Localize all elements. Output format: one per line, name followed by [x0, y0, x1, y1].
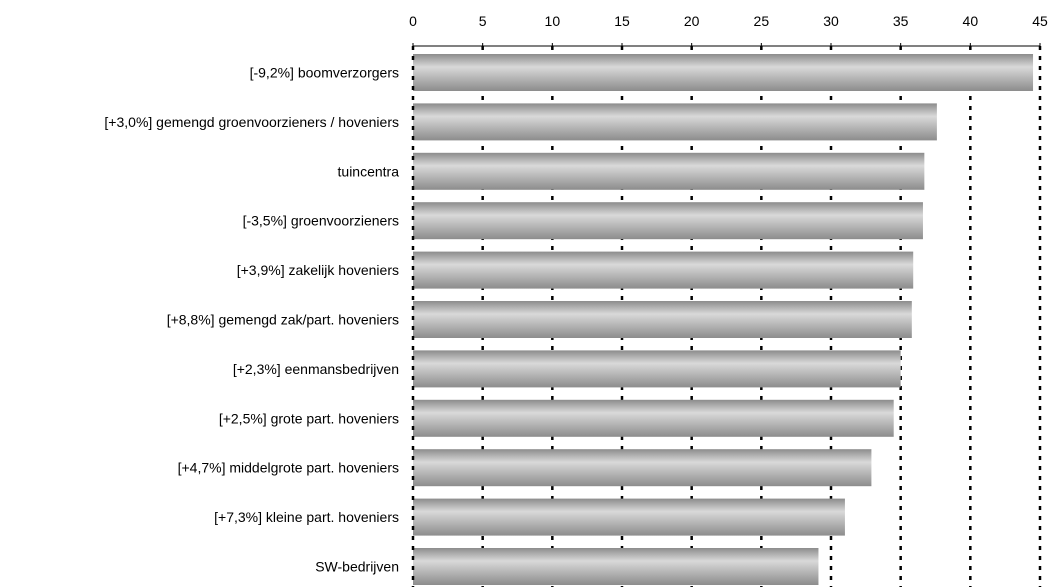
category-label-7: [+2,5%] grote part. hoveniers [219, 410, 399, 426]
x-tick-label-4: 20 [684, 13, 700, 29]
category-labels: [-9,2%] boomverzorgers [+3,0%] gemengd gr… [104, 65, 399, 575]
x-tick-label-5: 25 [754, 13, 770, 29]
category-label-8: [+4,7%] middelgrote part. hoveniers [178, 460, 399, 476]
bar-1 [413, 103, 937, 141]
bar-9 [413, 498, 845, 536]
category-label-2: tuincentra [338, 163, 400, 179]
category-label-9: [+7,3%] kleine part. hoveniers [214, 509, 399, 525]
bar-4 [413, 251, 914, 289]
bar-3 [413, 202, 923, 240]
bar-6 [413, 350, 901, 388]
x-tick-label-7: 35 [893, 13, 909, 29]
bar-8 [413, 449, 872, 487]
category-label-6: [+2,3%] eenmansbedrijven [233, 361, 399, 377]
category-label-3: [-3,5%] groenvoorzieners [243, 213, 399, 229]
category-label-5: [+8,8%] gemengd zak/part. hoveniers [167, 312, 399, 328]
bar-0 [413, 54, 1034, 91]
bars [413, 54, 1034, 585]
x-tick-label-1: 5 [479, 13, 487, 29]
bar-2 [413, 152, 925, 190]
x-tick-label-2: 10 [545, 13, 561, 29]
x-tick-label-0: 0 [409, 13, 417, 29]
category-label-0: [-9,2%] boomverzorgers [250, 65, 399, 81]
category-label-4: [+3,9%] zakelijk hoveniers [237, 262, 399, 278]
x-tick-label-9: 45 [1032, 13, 1048, 29]
bar-10 [413, 548, 819, 585]
bar-7 [413, 399, 894, 437]
x-axis: 0 5 10 15 20 25 30 35 40 45 [409, 13, 1048, 587]
bar-5 [413, 301, 912, 338]
category-label-10: SW-bedrijven [315, 559, 399, 575]
x-tick-label-8: 40 [963, 13, 979, 29]
x-tick-label-6: 30 [823, 13, 839, 29]
x-tick-label-3: 15 [614, 13, 630, 29]
category-label-1: [+3,0%] gemengd groenvoorzieners / hoven… [104, 114, 399, 130]
